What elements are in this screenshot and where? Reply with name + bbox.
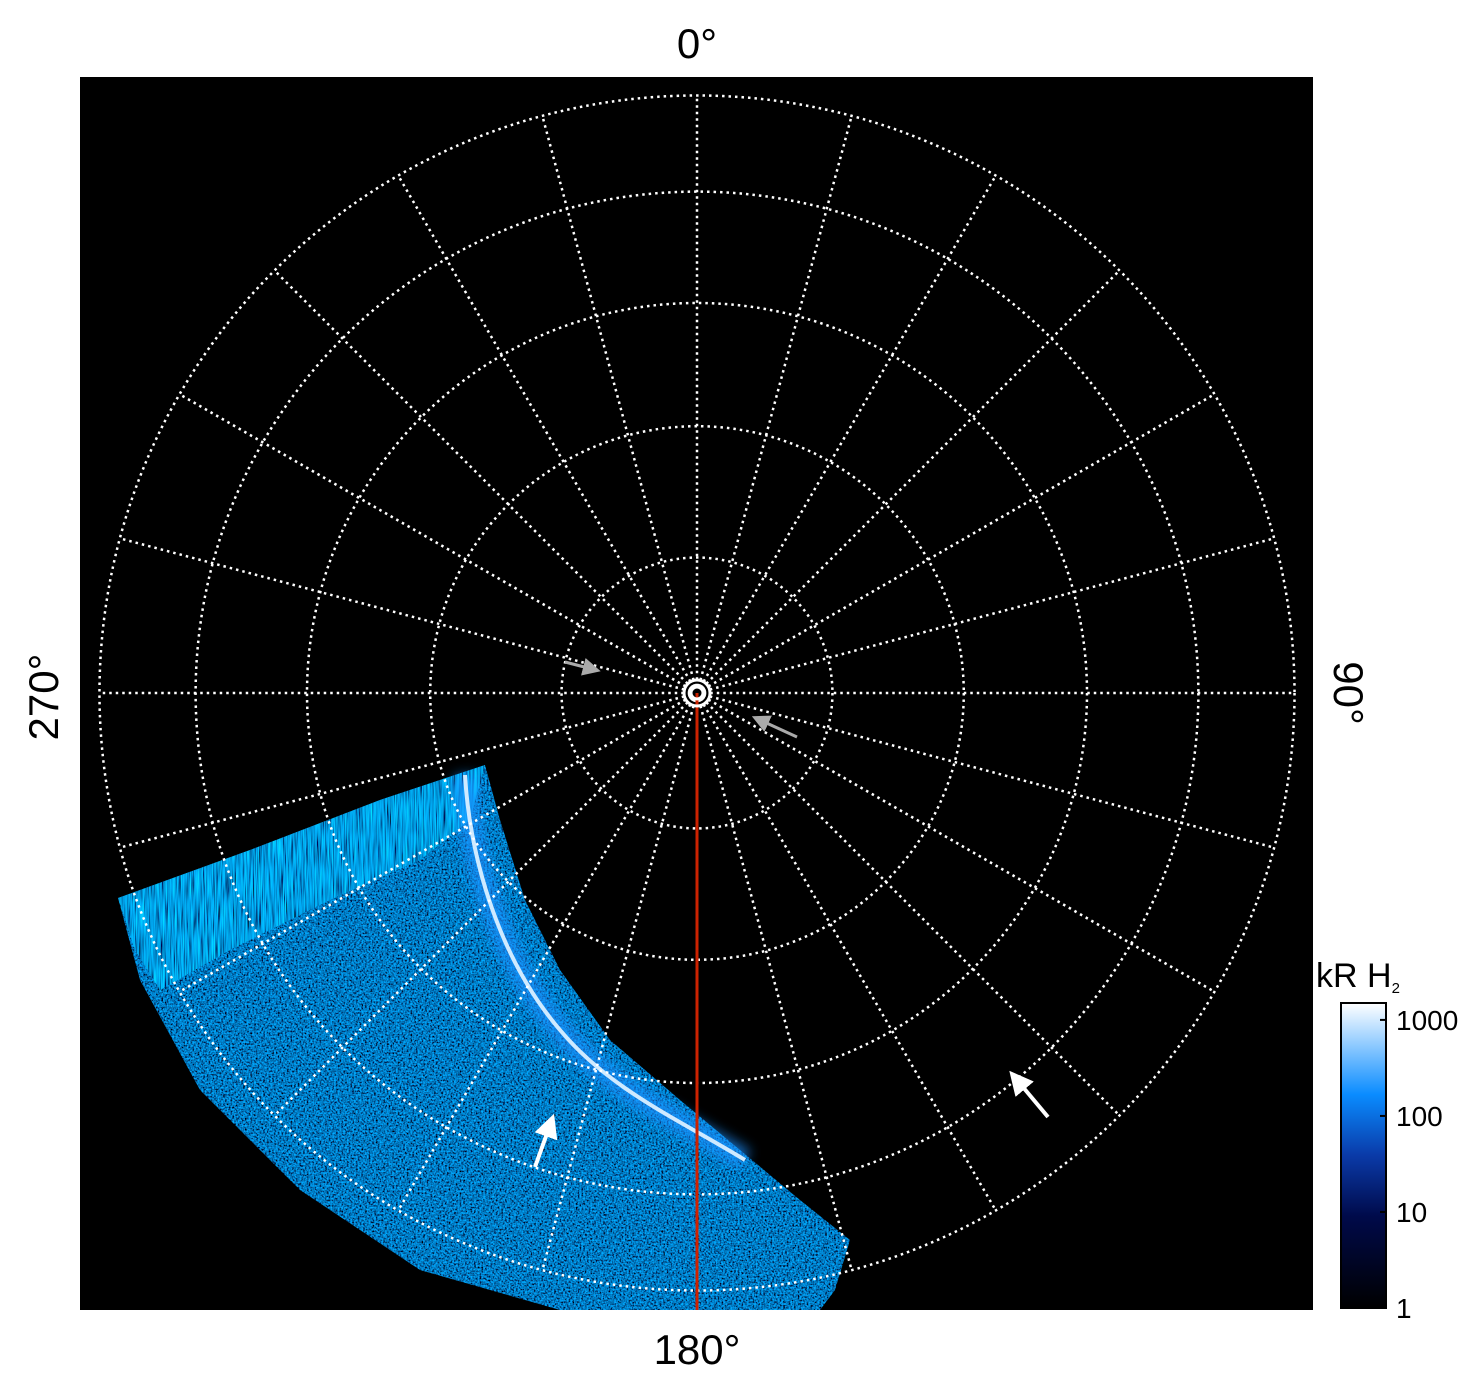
colorbar-tick-label: 100 <box>1396 1101 1443 1132</box>
longitude-line <box>702 393 1216 691</box>
longitude-line <box>119 693 691 849</box>
longitude-line <box>541 115 697 687</box>
colatitude-ring <box>560 556 834 830</box>
longitude-line <box>178 393 692 691</box>
longitude-line <box>699 698 997 1212</box>
longitude-line <box>541 699 697 1271</box>
pole-marker-outer <box>682 678 712 708</box>
colorbar-tick-label: 1000 <box>1396 1005 1458 1036</box>
longitude-line <box>273 696 694 1117</box>
longitude-line <box>273 269 694 690</box>
white-arrow <box>1009 1070 1050 1119</box>
longitude-line <box>702 695 1216 993</box>
longitude-line <box>700 269 1121 690</box>
colorbar: kR H2 1 10 100 1000 <box>1316 957 1458 1324</box>
colorbar-tick-label: 1 <box>1396 1293 1412 1324</box>
label-0deg: 0° <box>677 20 717 67</box>
longitude-line <box>703 537 1275 693</box>
label-270deg: 270° <box>20 654 67 741</box>
longitude-line <box>697 115 853 687</box>
longitude-line <box>700 696 1121 1117</box>
gray-arrow <box>564 658 601 676</box>
label-180deg: 180° <box>654 1326 741 1373</box>
pole-marker-inner <box>689 685 705 701</box>
gray-arrow <box>751 715 798 739</box>
colorbar-gradient <box>1340 1002 1387 1309</box>
white-arrow <box>533 1113 558 1168</box>
longitude-line <box>178 695 692 993</box>
colorbar-tick-label: 10 <box>1396 1197 1427 1228</box>
longitude-line <box>699 174 997 688</box>
longitude-line <box>397 698 695 1212</box>
main-oval-arc <box>463 774 747 1162</box>
longitude-line <box>397 174 695 688</box>
longitude-line <box>703 693 1275 849</box>
colorbar-label: kR H2 <box>1316 957 1400 997</box>
longitude-line <box>697 699 853 1271</box>
label-90deg: 90° <box>1325 661 1372 725</box>
